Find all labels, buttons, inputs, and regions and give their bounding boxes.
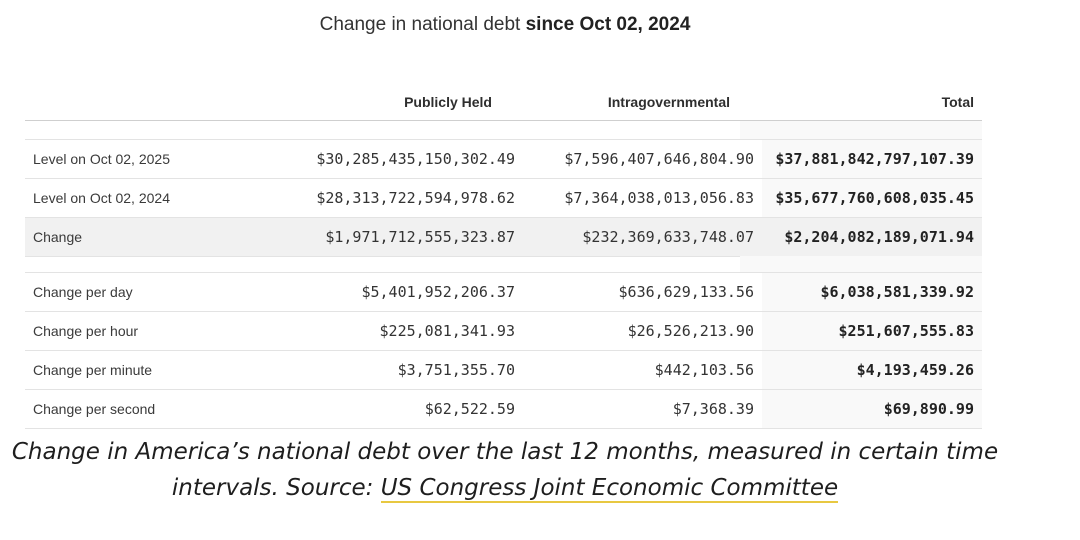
title-date: since Oct 02, 2024 [525,14,691,35]
intragovernmental-value: $7,364,038,013,056.83 [523,178,762,218]
total-value: $4,193,459.26 [762,350,982,390]
intragovernmental-value: $26,526,213.90 [523,311,762,351]
row-label: Change [25,217,256,257]
total-column-shading [740,121,982,139]
table-row: Change per day $5,401,952,206.37 $636,62… [25,272,982,312]
intragovernmental-value: $7,596,407,646,804.90 [523,139,762,179]
total-value: $35,677,760,608,035.45 [762,178,982,218]
page-title: Change in national debt since Oct 02, 20… [0,14,1010,36]
row-label: Level on Oct 02, 2025 [25,139,256,179]
publicly-held-value: $30,285,435,150,302.49 [256,139,523,179]
table-row: Change per minute $3,751,355.70 $442,103… [25,350,982,390]
total-value: $2,204,082,189,071.94 [762,217,982,257]
publicly-held-value: $225,081,341.93 [256,311,523,351]
publicly-held-value: $3,751,355.70 [256,350,523,390]
title-prefix: Change in national debt [319,14,526,35]
image-caption: Change in America’s national debt over t… [0,434,1010,506]
total-value: $37,881,842,797,107.39 [762,139,982,179]
source-link[interactable]: US Congress Joint Economic Committee [380,475,839,503]
table-row-change: Change $1,971,712,555,323.87 $232,369,63… [25,217,982,257]
column-header-total: Total [941,94,974,110]
row-label: Change per second [25,389,256,429]
row-label: Change per hour [25,311,256,351]
publicly-held-value: $28,313,722,594,978.62 [256,178,523,218]
total-value: $69,890.99 [762,389,982,429]
column-header-publicly-held: Publicly Held [404,94,492,110]
row-label: Change per day [25,272,256,312]
levels-table: Level on Oct 02, 2025 $30,285,435,150,30… [25,139,982,257]
intragovernmental-value: $636,629,133.56 [523,272,762,312]
table-row: Level on Oct 02, 2025 $30,285,435,150,30… [25,139,982,179]
column-header-intragovernmental: Intragovernmental [607,94,730,110]
publicly-held-value: $62,522.59 [256,389,523,429]
table-header: Publicly Held Intragovernmental Total [25,92,982,121]
total-value: $251,607,555.83 [762,311,982,351]
publicly-held-value: $5,401,952,206.37 [256,272,523,312]
intragovernmental-value: $442,103.56 [523,350,762,390]
intragovernmental-value: $232,369,633,748.07 [523,217,762,257]
caption-text: Change in America’s national debt over t… [11,439,999,501]
table-row: Level on Oct 02, 2024 $28,313,722,594,97… [25,178,982,218]
intragovernmental-value: $7,368.39 [523,389,762,429]
rates-table: Change per day $5,401,952,206.37 $636,62… [25,272,982,429]
row-label: Change per minute [25,350,256,390]
total-column-shading [740,256,982,272]
publicly-held-value: $1,971,712,555,323.87 [256,217,523,257]
table-row: Change per hour $225,081,341.93 $26,526,… [25,311,982,351]
row-label: Level on Oct 02, 2024 [25,178,256,218]
total-value: $6,038,581,339.92 [762,272,982,312]
table-row: Change per second $62,522.59 $7,368.39 $… [25,389,982,429]
